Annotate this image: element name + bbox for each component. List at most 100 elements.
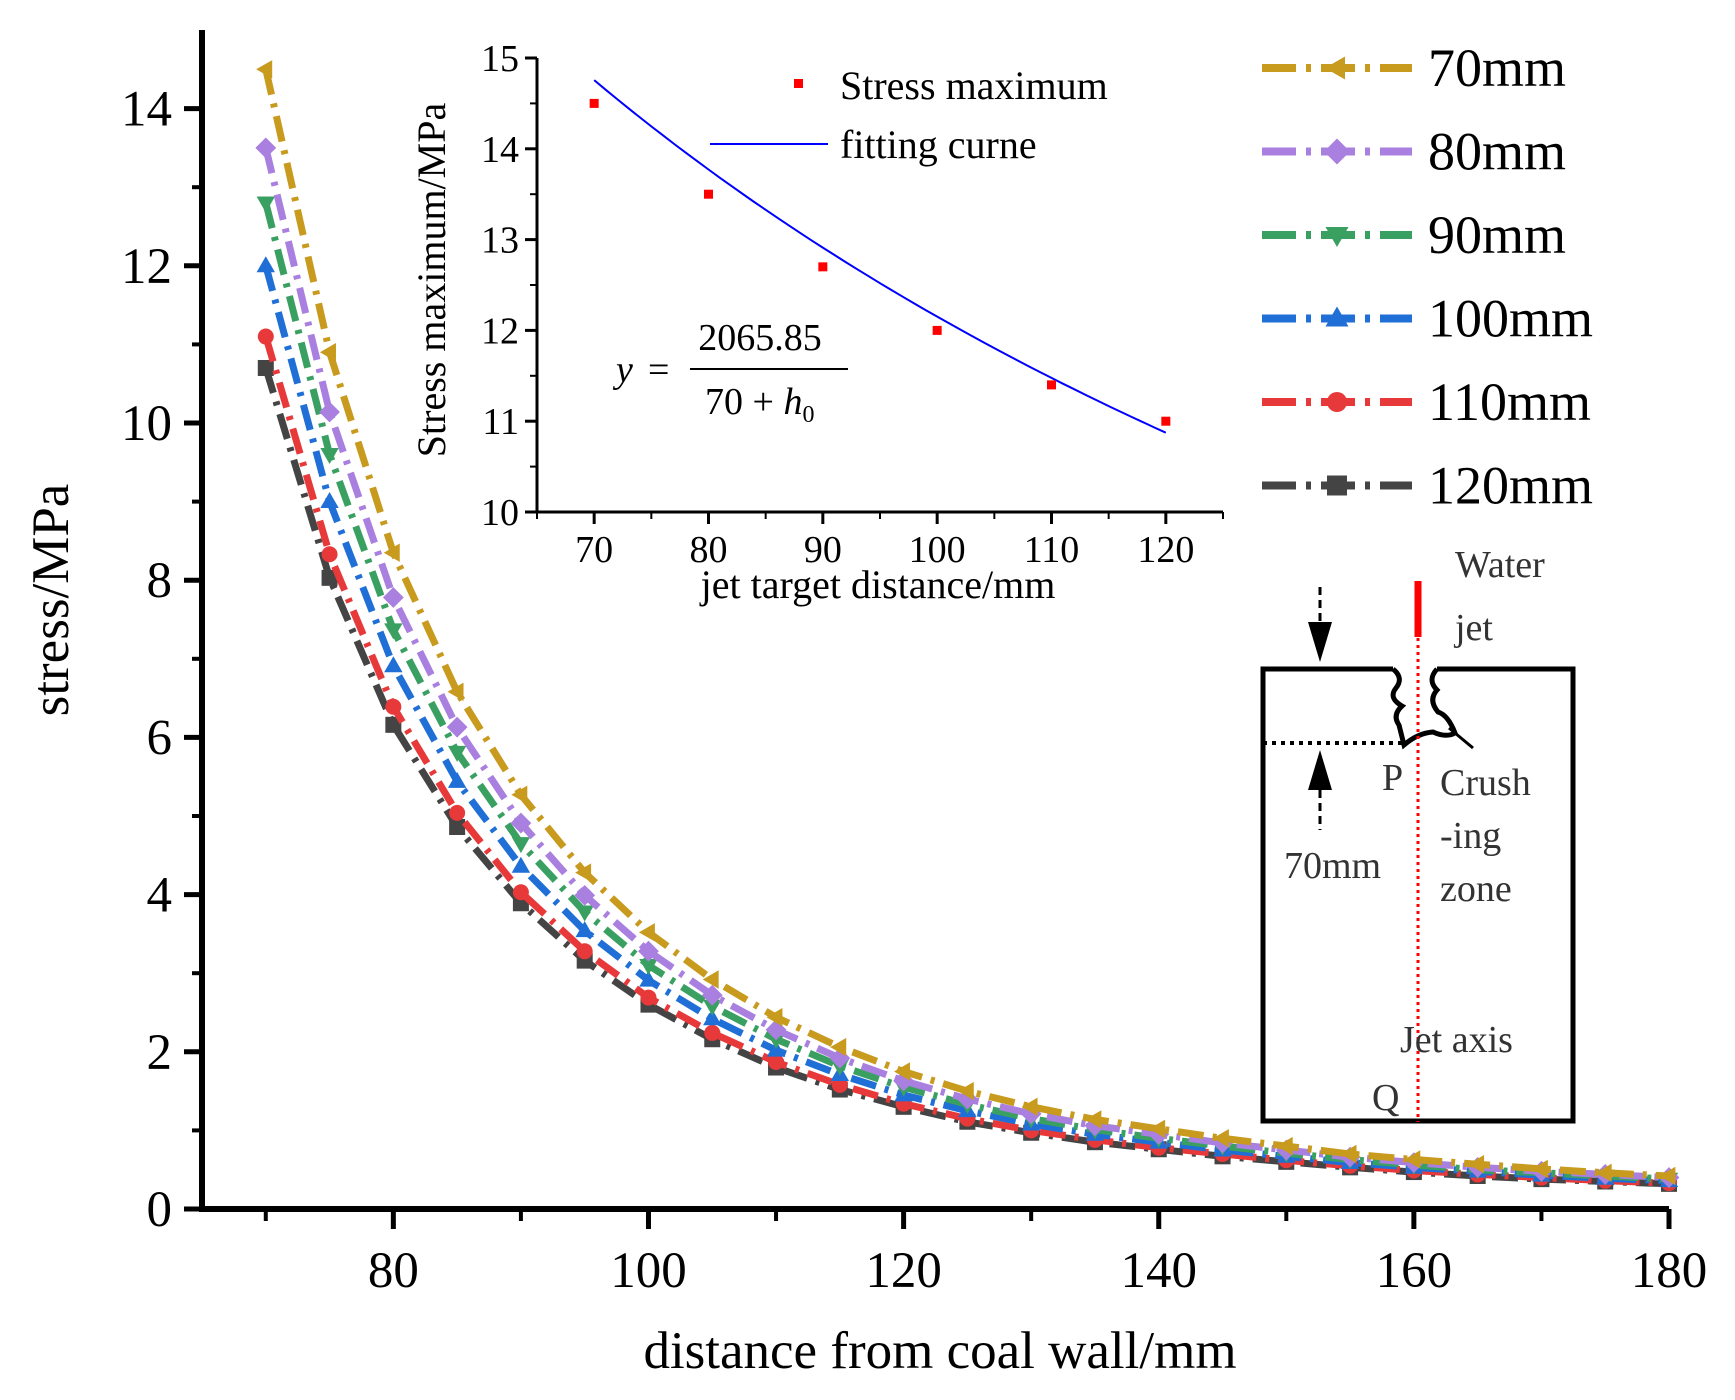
- data-point-70mm: [256, 60, 273, 79]
- legend-item-90mm: 90mm: [1262, 205, 1566, 265]
- data-point-70mm: [1276, 1136, 1293, 1156]
- data-point-70mm: [1659, 1166, 1676, 1186]
- data-point-70mm: [830, 1037, 847, 1057]
- label-crushing-1: Crush: [1440, 762, 1531, 804]
- data-point-110mm: [640, 989, 657, 1006]
- label-jet: jet: [1453, 607, 1493, 649]
- data-point-70mm: [1404, 1150, 1421, 1169]
- stress-max-point: [704, 189, 713, 199]
- data-point-110mm: [576, 943, 593, 960]
- data-point-70mm: [319, 343, 336, 362]
- data-point-110mm: [321, 546, 338, 563]
- legend-label-70mm: 70mm: [1428, 38, 1566, 98]
- x-tick-label: 80: [368, 1243, 419, 1299]
- inset-y-tick-label: 14: [481, 129, 519, 171]
- data-point-90mm: [320, 448, 339, 465]
- series-70mm: [256, 60, 1676, 1186]
- data-point-80mm: [638, 940, 659, 962]
- legend-item-80mm: 80mm: [1262, 122, 1566, 182]
- data-point-70mm: [702, 970, 719, 989]
- x-tick-label: 100: [610, 1243, 687, 1299]
- data-point-90mm: [511, 837, 531, 854]
- legend-marker-110mm: [1327, 392, 1347, 412]
- y-tick-label: 4: [147, 868, 173, 924]
- legend-label-80mm: 80mm: [1428, 122, 1566, 182]
- data-point-70mm: [894, 1062, 911, 1081]
- data-point-120mm: [449, 819, 466, 836]
- data-point-100mm: [575, 921, 594, 938]
- data-point-80mm: [382, 587, 404, 608]
- inset-legend-label-points: Stress maximum: [840, 63, 1108, 108]
- main-legend: 70mm 80mm 90mm 100mm 110mm 120mm: [1262, 38, 1593, 516]
- fit-equation: y = 2065.85 70 + h0: [612, 317, 848, 428]
- inset-y-tick-label: 15: [481, 38, 519, 80]
- data-point-120mm: [385, 716, 402, 733]
- data-point-90mm: [256, 196, 275, 213]
- data-point-70mm: [1531, 1159, 1548, 1179]
- main-axes: 0 2 4 6 8 10 12 14 80 100 120 140 160 180: [121, 30, 1707, 1299]
- data-point-70mm: [1340, 1144, 1357, 1164]
- data-point-100mm: [703, 1009, 722, 1026]
- data-point-120mm: [257, 359, 274, 376]
- legend-item-110mm: 110mm: [1262, 372, 1591, 432]
- data-point-110mm: [449, 804, 466, 821]
- inset-x-axis-label: jet target distance/mm: [699, 562, 1056, 607]
- data-point-90mm: [703, 999, 722, 1016]
- inset-x-tick-label: 90: [804, 529, 842, 571]
- data-point-90mm: [447, 745, 467, 762]
- inset-x-tick-label: 80: [690, 529, 728, 571]
- crushing-cavity: [1390, 667, 1459, 750]
- crack-line: [1448, 726, 1474, 750]
- x-tick-label: 120: [865, 1243, 942, 1299]
- inset-legend-label-fit: fitting curne: [840, 122, 1037, 167]
- inset-content: [589, 79, 1171, 434]
- inset-y-tick-label: 13: [481, 220, 519, 262]
- y-tick-label: 10: [121, 396, 172, 452]
- main-series-group: [255, 60, 1680, 1192]
- data-point-110mm: [768, 1054, 785, 1071]
- inset-x-tick-label: 70: [575, 529, 613, 571]
- data-point-90mm: [575, 905, 594, 922]
- inset-y-axis-label: Stress maximum/MPa: [409, 103, 454, 458]
- data-point-110mm: [257, 328, 274, 345]
- data-point-70mm: [1021, 1097, 1038, 1117]
- stress-max-point: [1161, 416, 1171, 426]
- inset-legend-marker: [794, 79, 803, 88]
- data-point-120mm: [321, 569, 338, 586]
- data-point-80mm: [701, 984, 723, 1006]
- label-point-q: Q: [1372, 1077, 1399, 1119]
- x-tick-label: 160: [1376, 1243, 1453, 1299]
- data-point-90mm: [639, 958, 658, 975]
- data-point-80mm: [574, 884, 596, 906]
- main-x-axis-label: distance from coal wall/mm: [643, 1322, 1236, 1380]
- legend-marker-80mm: [1324, 138, 1350, 165]
- stress-max-point: [932, 325, 942, 335]
- data-point-100mm: [256, 256, 275, 273]
- inset-y-tick-label: 11: [482, 401, 519, 443]
- data-point-70mm: [638, 923, 655, 942]
- legend-label-120mm: 120mm: [1428, 456, 1593, 516]
- label-crushing-2: -ing: [1440, 815, 1501, 857]
- data-point-80mm: [510, 812, 532, 834]
- inset-legend: Stress maximum fitting curne: [710, 63, 1108, 167]
- data-point-100mm: [447, 771, 467, 788]
- inset-y-tick-label: 12: [481, 310, 519, 352]
- equation-equals: =: [648, 349, 669, 391]
- data-point-70mm: [1468, 1154, 1485, 1174]
- stress-max-point: [1047, 380, 1056, 390]
- legend-item-70mm: 70mm: [1262, 38, 1566, 98]
- data-point-90mm: [766, 1032, 786, 1049]
- legend-marker-120mm: [1327, 475, 1347, 496]
- bottom-arrow-head-icon: [1308, 750, 1332, 790]
- data-point-100mm: [320, 492, 339, 508]
- legend-label-100mm: 100mm: [1428, 289, 1593, 349]
- label-distance-70mm: 70mm: [1284, 845, 1381, 887]
- data-point-70mm: [1212, 1129, 1229, 1148]
- y-tick-label: 12: [121, 239, 172, 295]
- label-crushing-3: zone: [1440, 868, 1512, 910]
- label-point-p: P: [1382, 757, 1403, 799]
- data-point-70mm: [957, 1081, 974, 1101]
- data-point-110mm: [385, 698, 402, 715]
- data-point-70mm: [1595, 1163, 1612, 1183]
